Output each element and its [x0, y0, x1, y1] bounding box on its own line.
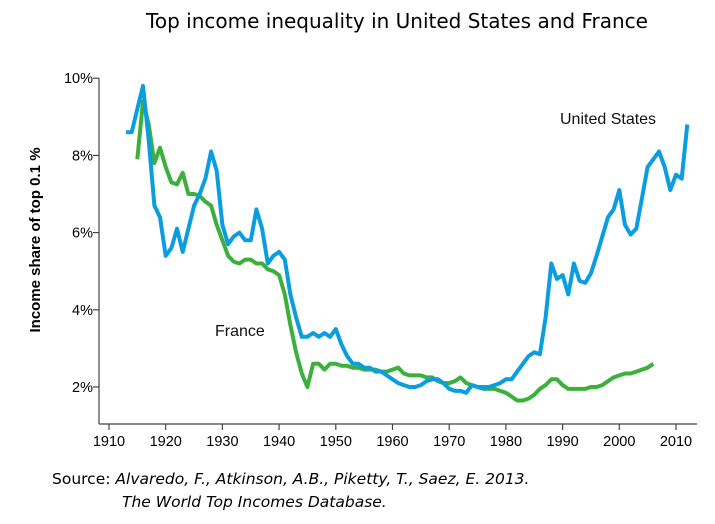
annotation-france: France: [215, 323, 265, 340]
series-line-united-states: [126, 83, 690, 395]
x-tick-label: 1980: [490, 434, 522, 450]
chart-title: Top income inequality in United States a…: [145, 9, 648, 33]
source-line-1: Source: Alvaredo, F., Atkinson, A.B., Pi…: [52, 470, 529, 488]
source-citation: Alvaredo, F., Atkinson, A.B., Piketty, T…: [115, 470, 530, 488]
y-tick-label: 10%: [64, 71, 93, 87]
x-tick-label: 1950: [320, 434, 352, 450]
annotation-united-states: United States: [560, 111, 656, 128]
y-axis-label: Income share of top 0.1 %: [27, 147, 44, 332]
y-tick-label: 8%: [72, 148, 93, 164]
series-line-france: [135, 99, 655, 403]
x-tick-label: 1940: [263, 434, 295, 450]
y-tick-label: 2%: [72, 380, 93, 396]
y-tick-label: 4%: [72, 303, 93, 319]
x-tick-label: 1910: [93, 434, 125, 450]
x-tick-label: 1960: [376, 434, 408, 450]
x-tick-label: 1930: [206, 434, 238, 450]
source-line-2: The World Top Incomes Database.: [122, 493, 387, 511]
x-tick-label: 1990: [546, 434, 578, 450]
x-tick-label: 1970: [433, 434, 465, 450]
source-database: The World Top Incomes Database.: [122, 493, 387, 511]
y-tick-label: 6%: [72, 226, 93, 242]
x-tick-label: 1920: [150, 434, 182, 450]
source-label: Source:: [52, 470, 111, 488]
x-tick-label: 2000: [603, 434, 635, 450]
x-tick-label: 2010: [660, 434, 692, 450]
